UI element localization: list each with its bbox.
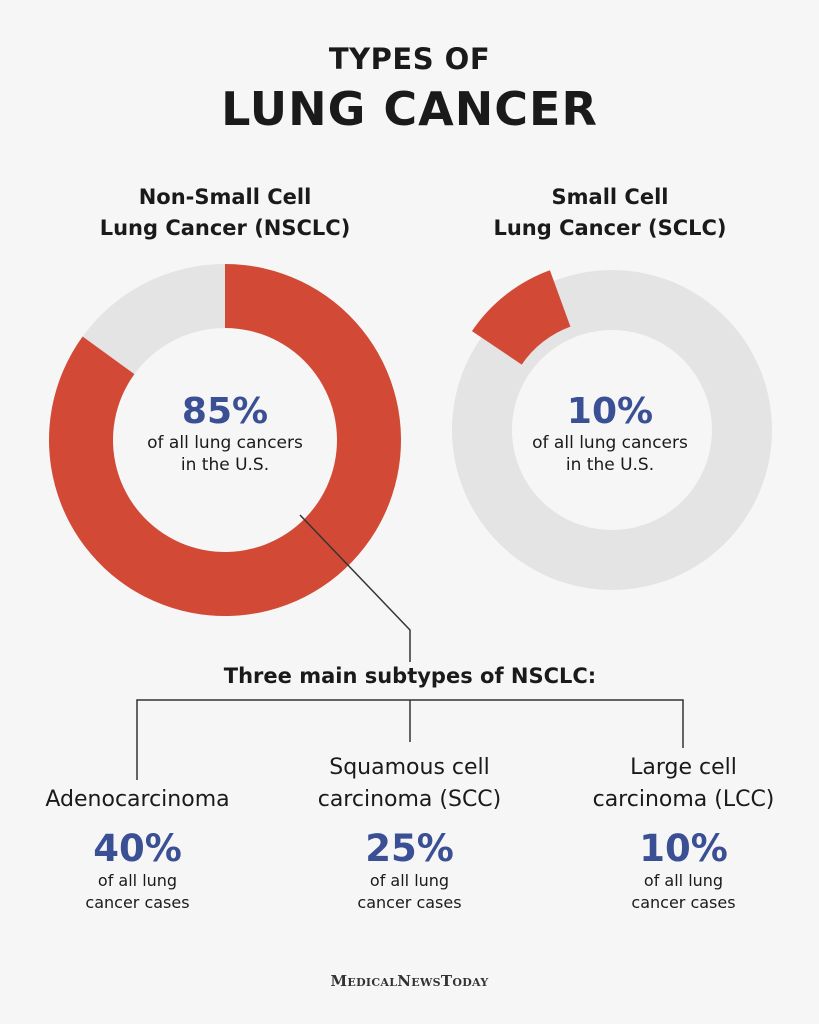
- title-line1: TYPES OF: [328, 42, 491, 76]
- subtype-name: [20, 752, 255, 784]
- nsclc-center-label: 85% of all lung cancers in the U.S.: [125, 392, 325, 476]
- nsclc-title-line: Lung Cancer (NSCLC): [99, 216, 351, 240]
- connector-lines: [136, 514, 684, 780]
- donut-value-segment: [471, 270, 571, 365]
- subtype-name: Large cell: [630, 755, 737, 780]
- subtype-name: carcinoma (LCC): [592, 787, 775, 812]
- subtypes-heading: Three main subtypes of NSCLC:: [160, 664, 660, 688]
- subtype-scc: Squamous cell carcinoma (SCC) 25% of all…: [292, 752, 527, 914]
- nsclc-percent: 85%: [181, 391, 269, 432]
- subtype-name: Squamous cell: [329, 755, 490, 780]
- sclc-title-line: Small Cell: [551, 185, 669, 209]
- subtype-name: carcinoma (SCC): [317, 787, 502, 812]
- subtype-percent: 25%: [365, 827, 454, 870]
- sclc-title-line: Lung Cancer (SCLC): [493, 216, 727, 240]
- pointer-line: [299, 514, 411, 662]
- subtype-adenocarcinoma: Adenocarcinoma 40% of all lung cancer ca…: [20, 752, 255, 914]
- brand-logo: MedicalNewsToday: [330, 972, 489, 990]
- subtype-caption: of all lung: [369, 871, 450, 890]
- sclc-percent: 10%: [566, 391, 654, 432]
- subtype-percent: 40%: [93, 827, 182, 870]
- subtype-caption: cancer cases: [631, 893, 736, 912]
- subtype-name: Adenocarcinoma: [45, 787, 230, 812]
- sclc-title: Small Cell Lung Cancer (SCLC): [460, 182, 760, 244]
- nsclc-title-line: Non-Small Cell: [138, 185, 312, 209]
- subtype-caption: of all lung: [97, 871, 178, 890]
- nsclc-title: Non-Small Cell Lung Cancer (NSCLC): [75, 182, 375, 244]
- subtype-percent: 10%: [639, 827, 728, 870]
- sclc-donut: [451, 270, 772, 590]
- subtype-caption: of all lung: [643, 871, 724, 890]
- page-title: LUNG CANCER: [221, 82, 598, 136]
- nsclc-caption: in the U.S.: [180, 455, 270, 475]
- nsclc-caption: of all lung cancers: [147, 433, 303, 453]
- sclc-center-label: 10% of all lung cancers in the U.S.: [510, 392, 710, 476]
- subtype-caption: cancer cases: [85, 893, 190, 912]
- subtype-lcc: Large cell carcinoma (LCC) 10% of all lu…: [566, 752, 801, 914]
- sclc-caption: in the U.S.: [565, 455, 655, 475]
- sclc-caption: of all lung cancers: [532, 433, 688, 453]
- subtype-caption: cancer cases: [357, 893, 462, 912]
